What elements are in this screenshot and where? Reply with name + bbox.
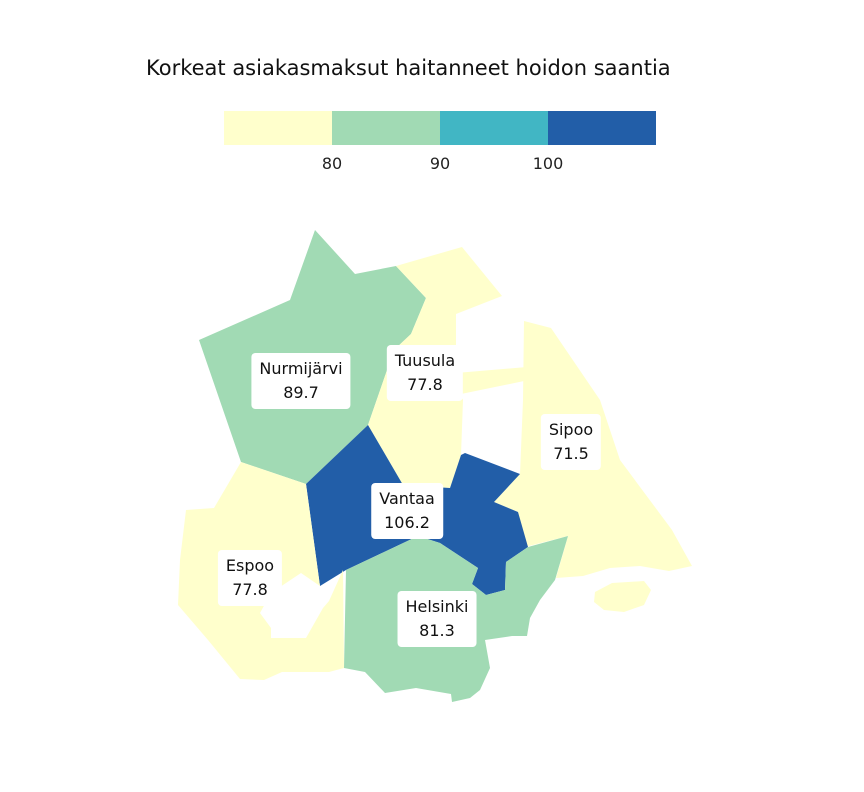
region-label-nurmijarvi: Nurmijärvi 89.7 (251, 353, 351, 409)
region-value: 71.5 (553, 444, 589, 463)
region-name: Tuusula (394, 351, 456, 370)
region-name: Helsinki (405, 597, 469, 616)
region-label-helsinki: Helsinki 81.3 (397, 591, 477, 647)
region-label-espoo: Espoo 77.8 (217, 550, 283, 606)
region-value: 89.7 (283, 383, 319, 402)
region-label-sipoo: Sipoo 71.5 (540, 414, 602, 470)
region-name: Sipoo (548, 420, 594, 439)
region-value: 106.2 (384, 513, 430, 532)
legend-swatch-2 (332, 111, 440, 145)
legend-swatch-3 (440, 111, 548, 145)
legend-tick-100: 100 (532, 154, 564, 173)
legend-tick-80: 80 (321, 154, 343, 173)
legend-swatch-1 (224, 111, 332, 145)
region-value: 81.3 (419, 621, 455, 640)
region-name: Vantaa (379, 489, 435, 508)
legend-tick-90: 90 (429, 154, 451, 173)
legend-swatch-4 (548, 111, 656, 145)
region-name: Espoo (225, 556, 275, 575)
region-value: 77.8 (232, 580, 268, 599)
region-sipoo-island[interactable] (594, 581, 651, 612)
region-label-vantaa: Vantaa 106.2 (371, 483, 443, 539)
region-name: Nurmijärvi (259, 359, 343, 378)
region-label-tuusula: Tuusula 77.8 (386, 345, 464, 401)
region-value: 77.8 (407, 375, 443, 394)
map-title: Korkeat asiakasmaksut haitanneet hoidon … (146, 56, 671, 80)
color-legend (224, 111, 656, 145)
